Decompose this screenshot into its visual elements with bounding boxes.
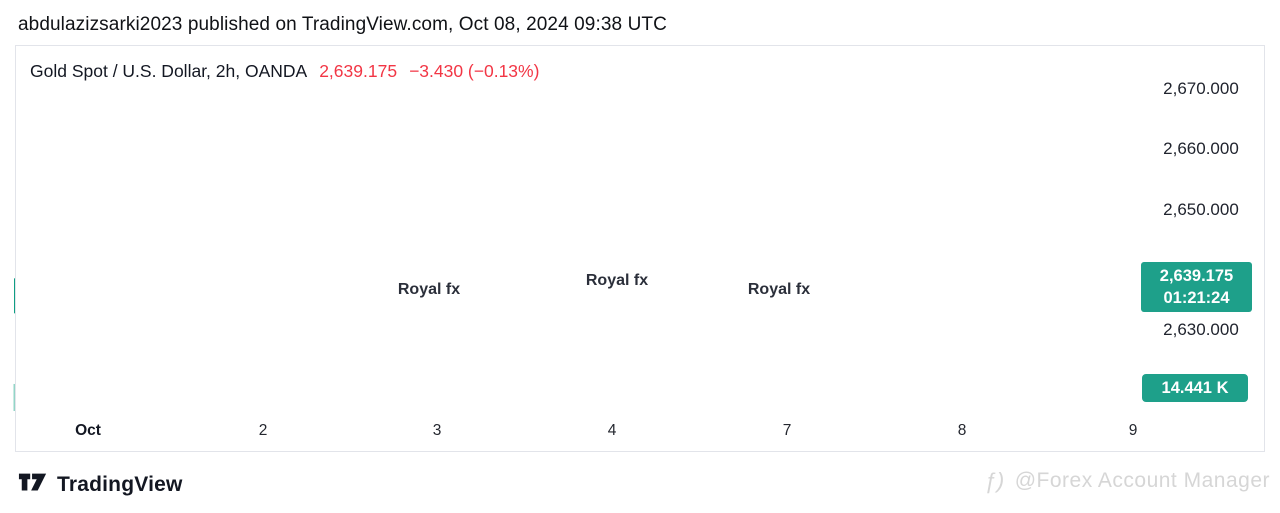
time-tick: 7 [782, 422, 792, 439]
attribution-header: abdulazizsarki2023 published on TradingV… [18, 14, 667, 35]
bar-countdown: 01:21:24 [1163, 289, 1230, 307]
forex-watermark-icon: ƒ) [984, 468, 1005, 493]
royal-fx-watermark: Royal fx [585, 272, 649, 289]
price-tick: 2,660.000 [1163, 139, 1239, 158]
royal-fx-watermark: Royal fx [747, 281, 811, 298]
forex-watermark-text: @Forex Account Manager [1014, 469, 1270, 492]
current-price-badge: 2,639.175 01:21:24 [1141, 262, 1252, 312]
tradingview-logo[interactable]: TradingView [18, 468, 183, 501]
price-change: −3.430 (−0.13%) [409, 61, 540, 81]
symbol-title-row: Gold Spot / U.S. Dollar, 2h, OANDA 2,639… [30, 61, 539, 82]
time-tick: 4 [607, 422, 617, 439]
time-tick: 3 [432, 422, 442, 439]
tradingview-logo-text: TradingView [57, 472, 183, 496]
time-tick: 9 [1128, 422, 1138, 439]
royal-fx-watermark: Royal fx [397, 281, 461, 298]
chart-card [15, 45, 1265, 452]
time-tick: 2 [258, 422, 268, 439]
time-tick: Oct [75, 422, 101, 439]
price-tick: 2,650.000 [1163, 200, 1239, 219]
price-tick: 2,670.000 [1163, 79, 1239, 98]
tradingview-logo-icon [18, 468, 48, 501]
current-price-value: 2,639.175 [1159, 267, 1234, 285]
forex-account-manager-watermark: ƒ) @Forex Account Manager [984, 468, 1270, 494]
volume-badge: 14.441 K [1142, 374, 1248, 402]
time-tick: 8 [957, 422, 967, 439]
symbol-title: Gold Spot / U.S. Dollar, 2h, OANDA [30, 61, 308, 81]
price-tick: 2,630.000 [1163, 320, 1239, 339]
last-price: 2,639.175 [319, 61, 398, 81]
